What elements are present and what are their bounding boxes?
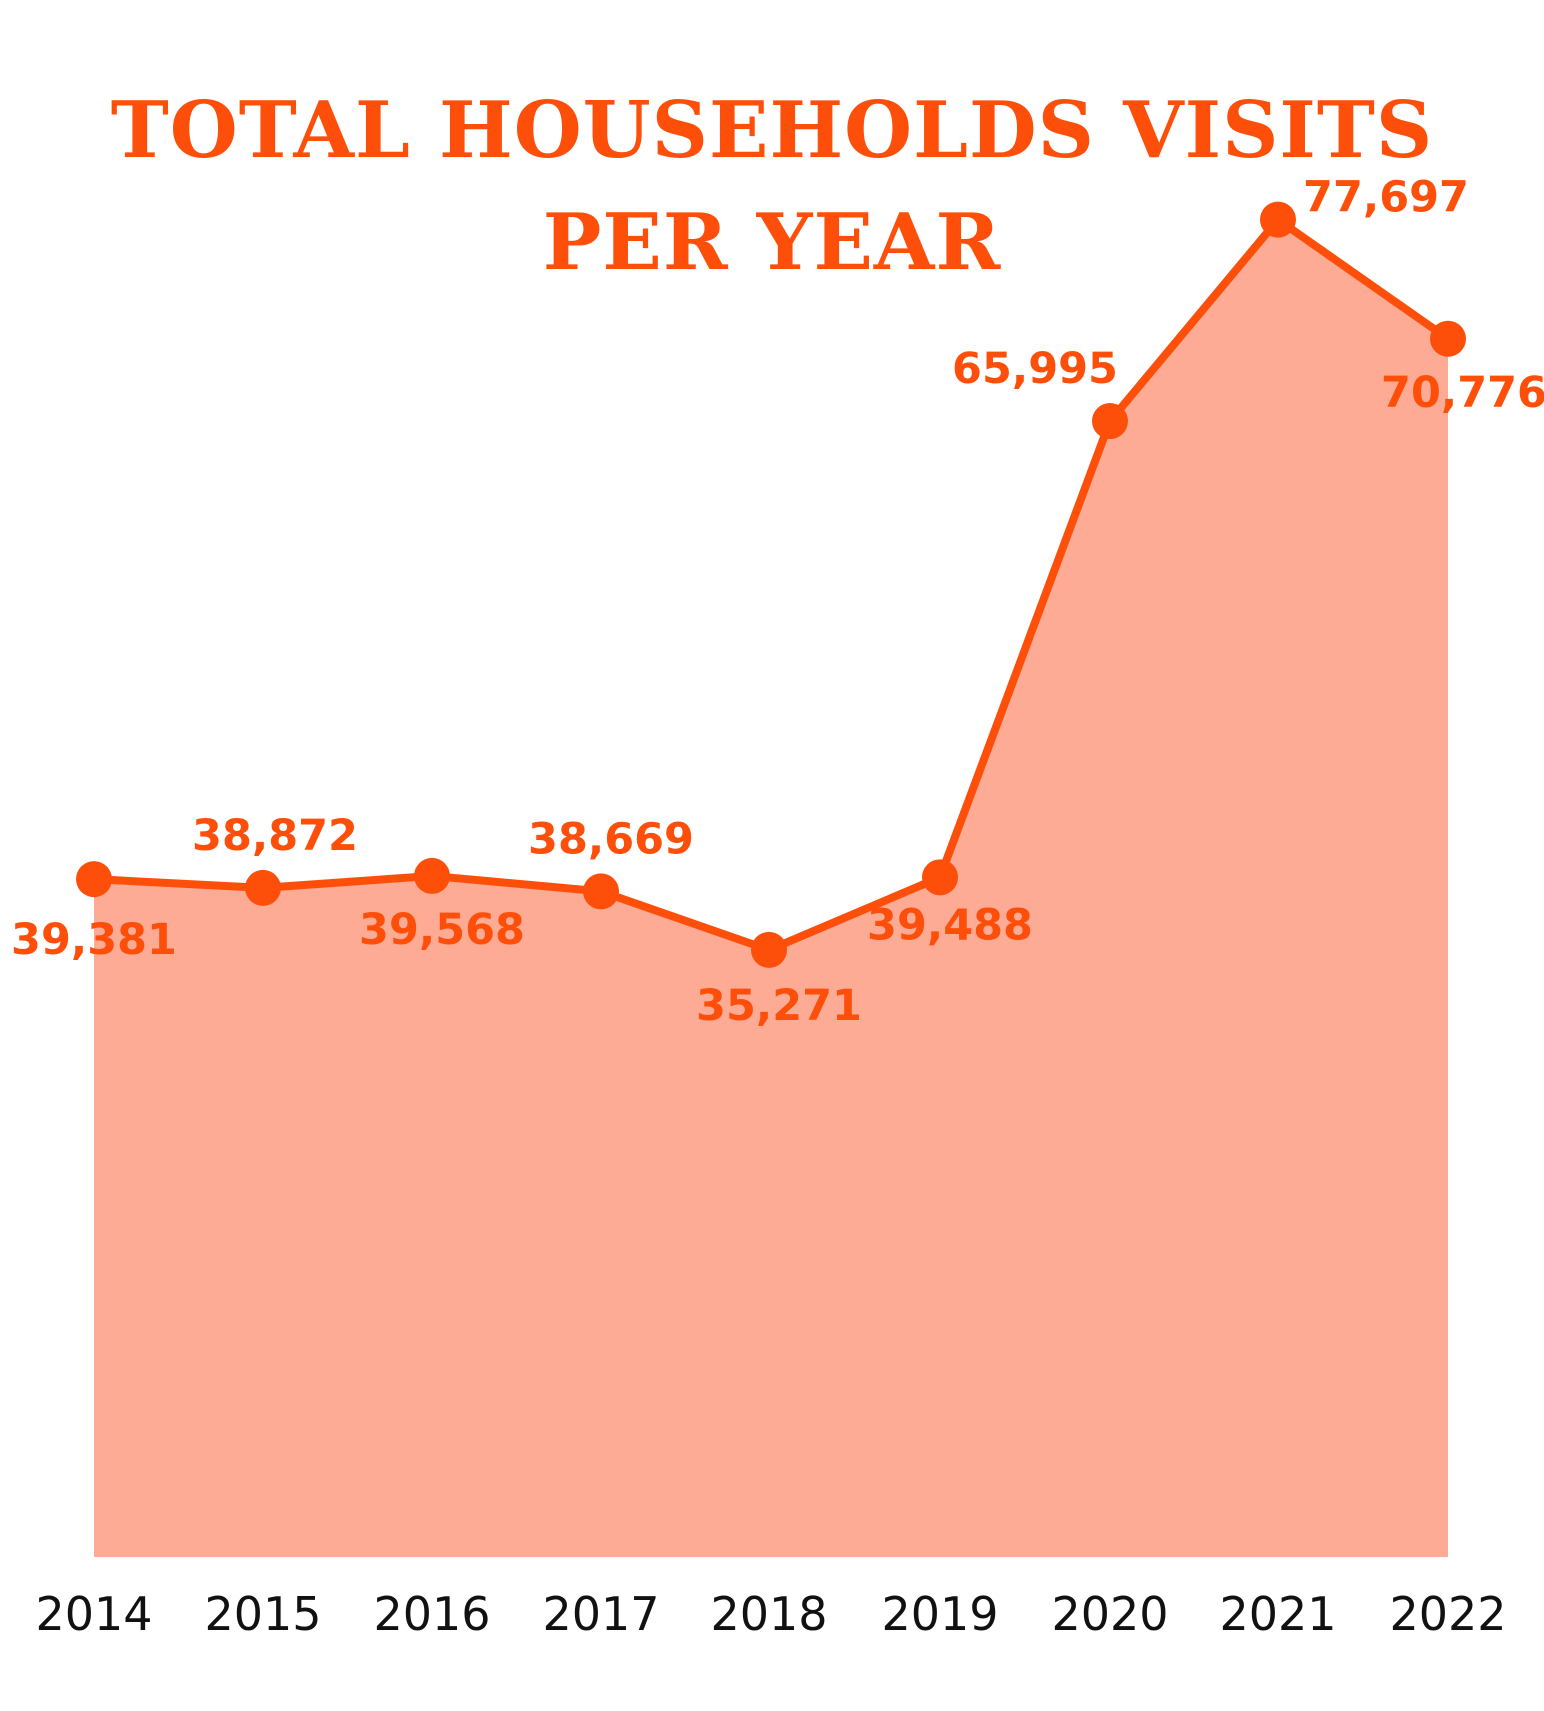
x-axis-ticks: 2014 2015 2016 2017 2018 2019 2020 2021 2022 [35,1587,1506,1641]
data-point-2014 [76,861,112,898]
x-tick-label-2015: 2015 [204,1587,321,1641]
data-label-2022: 70,776 [1381,368,1544,418]
data-label-2016: 39,568 [359,905,525,955]
x-tick-label-2022: 2022 [1389,1587,1506,1641]
x-tick-label-2018: 2018 [710,1587,827,1641]
data-point-2018 [751,931,787,968]
chart-title-line-2: PER YEAR [542,197,1002,288]
x-tick-label-2019: 2019 [881,1587,998,1641]
data-label-2021: 77,697 [1303,173,1469,223]
data-label-2014: 39,381 [11,915,177,965]
x-tick-label-2016: 2016 [373,1587,490,1641]
x-tick-label-2014: 2014 [35,1587,152,1641]
data-point-2021 [1260,201,1296,238]
x-tick-label-2017: 2017 [542,1587,659,1641]
data-label-2017: 38,669 [528,814,694,864]
data-point-2020 [1092,403,1128,440]
data-label-2019: 39,488 [867,900,1033,950]
data-point-2017 [583,873,619,910]
data-label-2018: 35,271 [696,981,862,1031]
area-layer [94,219,1448,1557]
chart-title-line-1: TOTAL HOUSEHOLDS VISITS [110,85,1434,176]
x-tick-label-2021: 2021 [1219,1587,1336,1641]
data-label-2020: 65,995 [952,344,1118,394]
x-tick-label-2020: 2020 [1051,1587,1168,1641]
area-fill [94,219,1448,1557]
data-point-2015 [245,869,281,906]
marker-layer [76,201,1466,968]
data-label-2015: 38,872 [192,811,358,861]
data-point-2022 [1430,320,1466,357]
data-point-2016 [414,857,450,894]
data-point-2019 [922,859,958,896]
